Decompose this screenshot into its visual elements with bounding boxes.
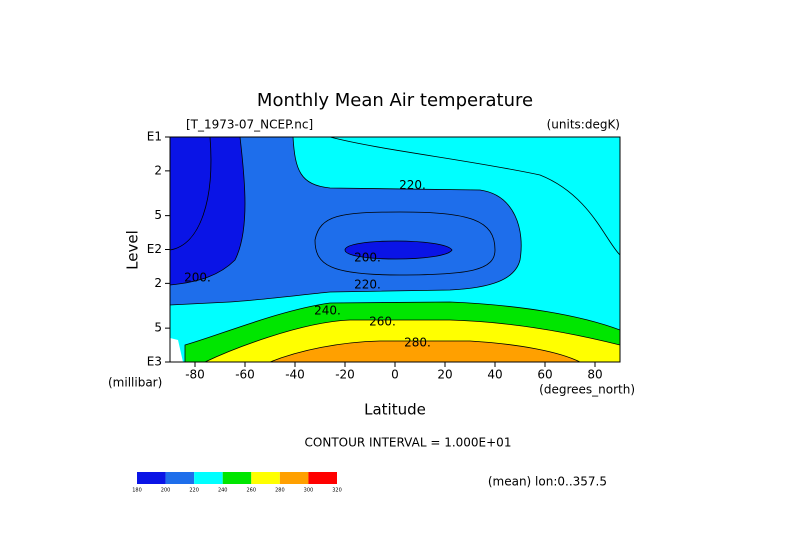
x-axis-label: Latitude: [364, 401, 426, 419]
x-tick-label: 60: [537, 368, 552, 382]
x-tick-label: -60: [235, 368, 255, 382]
contour-label: 200.: [354, 250, 381, 264]
contour-fill: [269, 340, 581, 363]
x-tick-label: 20: [437, 368, 452, 382]
y-tick-label: 5: [154, 321, 162, 335]
colorbar-label: 320: [332, 488, 342, 494]
footer: CONTOUR INTERVAL = 1.000E+01: [305, 436, 512, 450]
contour-line: [329, 136, 621, 256]
x-tick-label: -20: [335, 368, 355, 382]
y-tick-label: 2: [154, 276, 162, 290]
contour-label: 280.: [404, 335, 431, 349]
colorbar-label: 240: [218, 488, 228, 494]
x-tick-label: -40: [285, 368, 305, 382]
contour-line: [169, 136, 212, 251]
colorbar-swatch: [251, 472, 280, 484]
colorbar-label: 220: [189, 488, 199, 494]
y-tick-label: E3: [147, 355, 162, 369]
x-tick-label: -80: [185, 368, 205, 382]
y-units: (millibar): [108, 376, 162, 390]
x-tick-label: 40: [487, 368, 502, 382]
contour-label: 200.: [184, 270, 211, 284]
missing-area: [170, 338, 183, 362]
colorbar-label: 300: [304, 488, 314, 494]
y-tick-label: 2: [154, 163, 162, 177]
contour-label: 260.: [369, 314, 396, 328]
note: (mean) lon:0..357.5: [488, 475, 607, 489]
contour-line: [314, 211, 496, 276]
x-units: (degrees_north): [539, 383, 635, 397]
colorbar-swatch: [165, 472, 195, 484]
units: (units:degK): [547, 118, 620, 132]
y-tick-label: E1: [147, 130, 162, 144]
y-tick-label: E2: [147, 242, 162, 256]
contour-fill: [169, 136, 246, 286]
contour-label: 220.: [399, 178, 426, 192]
colorbar-swatch: [222, 472, 252, 484]
chart-title: Monthly Mean Air temperature: [257, 90, 533, 111]
y-tick-label: 5: [154, 208, 162, 222]
subtitle: [T_1973-07_NCEP.nc]: [186, 118, 313, 132]
y-axis-label: Level: [124, 230, 142, 270]
colorbar-label: 180: [132, 488, 142, 494]
contour-label: 220.: [354, 277, 381, 291]
colorbar-swatch: [194, 472, 223, 484]
x-tick-label: 80: [587, 368, 602, 382]
colorbar-label: 280: [275, 488, 285, 494]
colorbar-label: 260: [247, 488, 257, 494]
colorbar-label: 200: [161, 488, 171, 494]
colorbar-swatch: [279, 472, 309, 484]
colorbar-swatch: [308, 472, 337, 484]
colorbar-swatch: [137, 472, 166, 484]
contour-fill: [169, 136, 522, 306]
contour-label: 240.: [314, 303, 341, 317]
contour-fill: [344, 240, 453, 260]
contour-fills: [169, 136, 621, 363]
x-tick-label: 0: [391, 368, 399, 382]
